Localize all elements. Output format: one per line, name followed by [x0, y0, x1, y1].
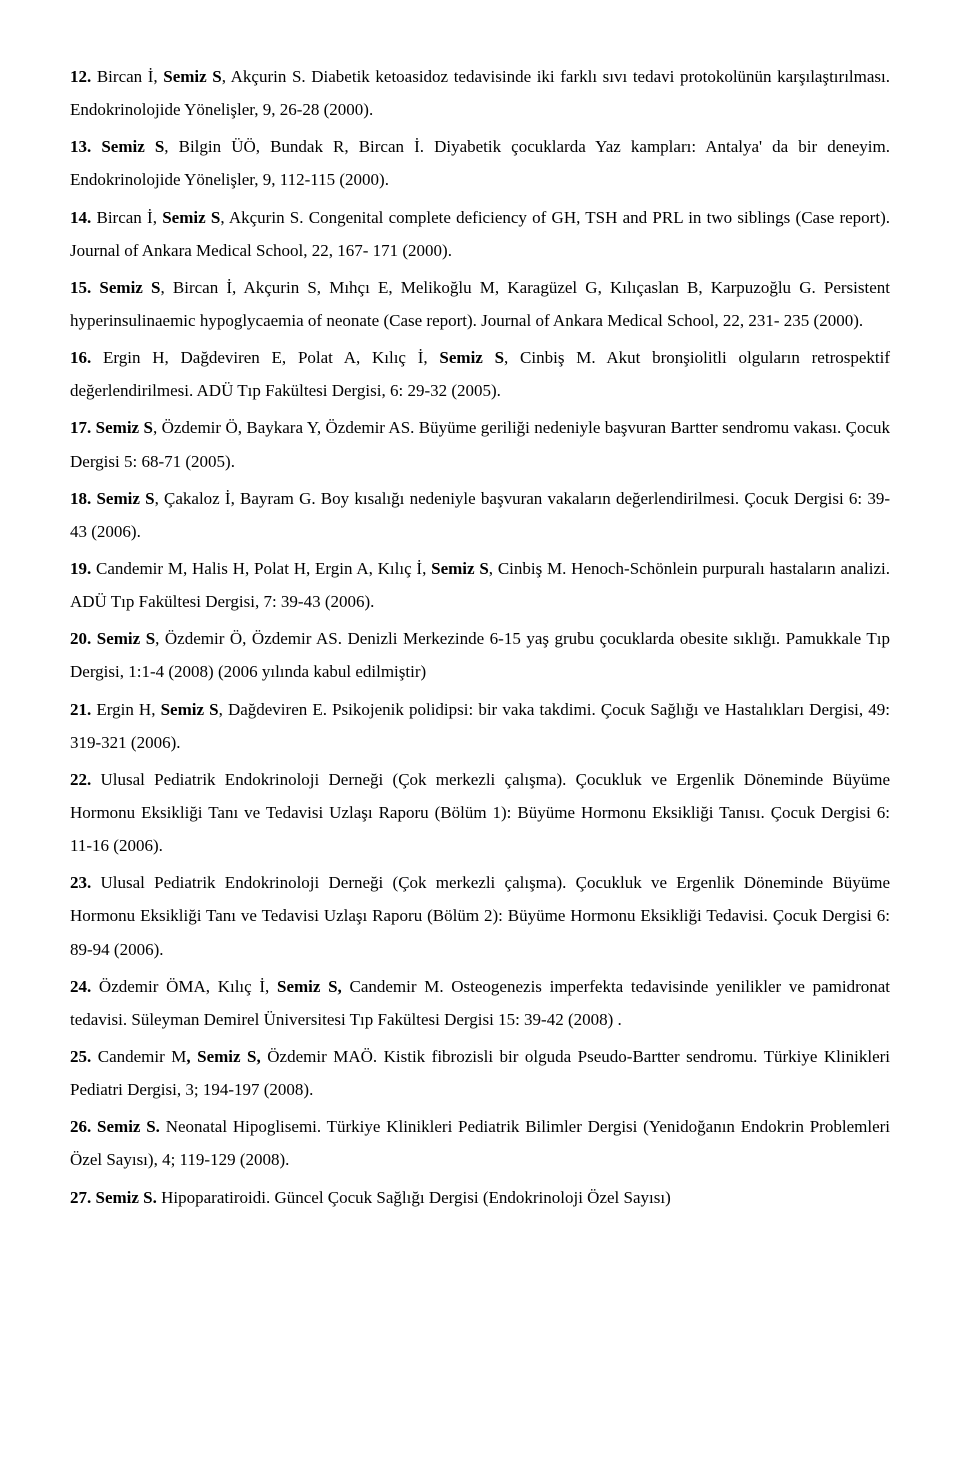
publication-entry: 20. Semiz S, Özdemir Ö, Özdemir AS. Deni… — [70, 622, 890, 688]
body-text: , Özdemir Ö, Özdemir AS. Denizli Merkezi… — [70, 629, 890, 681]
publication-entry: 17. Semiz S, Özdemir Ö, Baykara Y, Özdem… — [70, 411, 890, 477]
bold-text: Semiz S — [161, 700, 219, 719]
bold-text: 21. — [70, 700, 91, 719]
publication-entry: 14. Bircan İ, Semiz S, Akçurin S. Congen… — [70, 201, 890, 267]
publication-entry: 19. Candemir M, Halis H, Polat H, Ergin … — [70, 552, 890, 618]
body-text: Ulusal Pediatrik Endokrinoloji Derneği (… — [70, 873, 890, 958]
bold-text: Semiz S. — [97, 1117, 160, 1136]
bold-text: 16. — [70, 348, 91, 367]
bold-text: 23. — [70, 873, 91, 892]
body-text: , Çakaloz İ, Bayram G. Boy kısalığı nede… — [70, 489, 890, 541]
body-text: , Bilgin ÜÖ, Bundak R, Bircan İ. Diyabet… — [70, 137, 890, 189]
bold-text: 26. — [70, 1117, 91, 1136]
bold-text: Semiz S, — [277, 977, 342, 996]
body-text: Neonatal Hipoglisemi. Türkiye Klinikleri… — [70, 1117, 890, 1169]
publication-entry: 25. Candemir M, Semiz S, Özdemir MAÖ. Ki… — [70, 1040, 890, 1106]
bold-text: 12. — [70, 67, 91, 86]
bold-text: 13. — [70, 137, 91, 156]
bold-text: Semiz S — [96, 489, 154, 508]
bold-text: 14. — [70, 208, 91, 227]
body-text: Ulusal Pediatrik Endokrinoloji Derneği (… — [70, 770, 890, 855]
bold-text: 27. — [70, 1188, 91, 1207]
bold-text: 20. — [70, 629, 91, 648]
bold-text: , Semiz S, — [186, 1047, 260, 1066]
bold-text: Semiz S — [439, 348, 504, 367]
bold-text: Semiz S. — [96, 1188, 157, 1207]
body-text: , Bircan İ, Akçurin S, Mıhçı E, Melikoğl… — [70, 278, 890, 330]
body-text: Candemir M, Halis H, Polat H, Ergin A, K… — [91, 559, 431, 578]
bold-text: 24. — [70, 977, 91, 996]
publication-entry: 26. Semiz S. Neonatal Hipoglisemi. Türki… — [70, 1110, 890, 1176]
body-text — [91, 137, 101, 156]
bold-text: 17. — [70, 418, 91, 437]
publication-entry: 22. Ulusal Pediatrik Endokrinoloji Derne… — [70, 763, 890, 862]
body-text: Candemir M — [91, 1047, 186, 1066]
publication-entry: 27. Semiz S. Hipoparatiroidi. Güncel Çoc… — [70, 1181, 890, 1214]
body-text: Ergin H, Dağdeviren E, Polat A, Kılıç İ, — [91, 348, 439, 367]
publication-entry: 21. Ergin H, Semiz S, Dağdeviren E. Psik… — [70, 693, 890, 759]
bold-text: Semiz S — [99, 278, 160, 297]
bold-text: Semiz S — [162, 208, 220, 227]
publication-entry: 18. Semiz S, Çakaloz İ, Bayram G. Boy kı… — [70, 482, 890, 548]
bold-text: Semiz S — [96, 418, 153, 437]
publication-list: 12. Bircan İ, Semiz S, Akçurin S. Diabet… — [70, 60, 890, 1214]
publication-entry: 24. Özdemir ÖMA, Kılıç İ, Semiz S, Cande… — [70, 970, 890, 1036]
bold-text: 25. — [70, 1047, 91, 1066]
body-text: Bircan İ, — [91, 208, 162, 227]
bold-text: Semiz S — [163, 67, 221, 86]
bold-text: 15. — [70, 278, 91, 297]
publication-entry: 23. Ulusal Pediatrik Endokrinoloji Derne… — [70, 866, 890, 965]
body-text: Bircan İ, — [91, 67, 163, 86]
publication-entry: 16. Ergin H, Dağdeviren E, Polat A, Kılı… — [70, 341, 890, 407]
bold-text: Semiz S — [97, 629, 155, 648]
body-text: Özdemir ÖMA, Kılıç İ, — [91, 977, 277, 996]
body-text: , Özdemir Ö, Baykara Y, Özdemir AS. Büyü… — [70, 418, 890, 470]
bold-text: 19. — [70, 559, 91, 578]
body-text: Ergin H, — [91, 700, 160, 719]
bold-text: Semiz S — [101, 137, 164, 156]
publication-entry: 12. Bircan İ, Semiz S, Akçurin S. Diabet… — [70, 60, 890, 126]
bold-text: Semiz S — [431, 559, 489, 578]
publication-entry: 13. Semiz S, Bilgin ÜÖ, Bundak R, Bircan… — [70, 130, 890, 196]
publication-entry: 15. Semiz S, Bircan İ, Akçurin S, Mıhçı … — [70, 271, 890, 337]
bold-text: 18. — [70, 489, 91, 508]
body-text: Hipoparatiroidi. Güncel Çocuk Sağlığı De… — [157, 1188, 671, 1207]
bold-text: 22. — [70, 770, 91, 789]
